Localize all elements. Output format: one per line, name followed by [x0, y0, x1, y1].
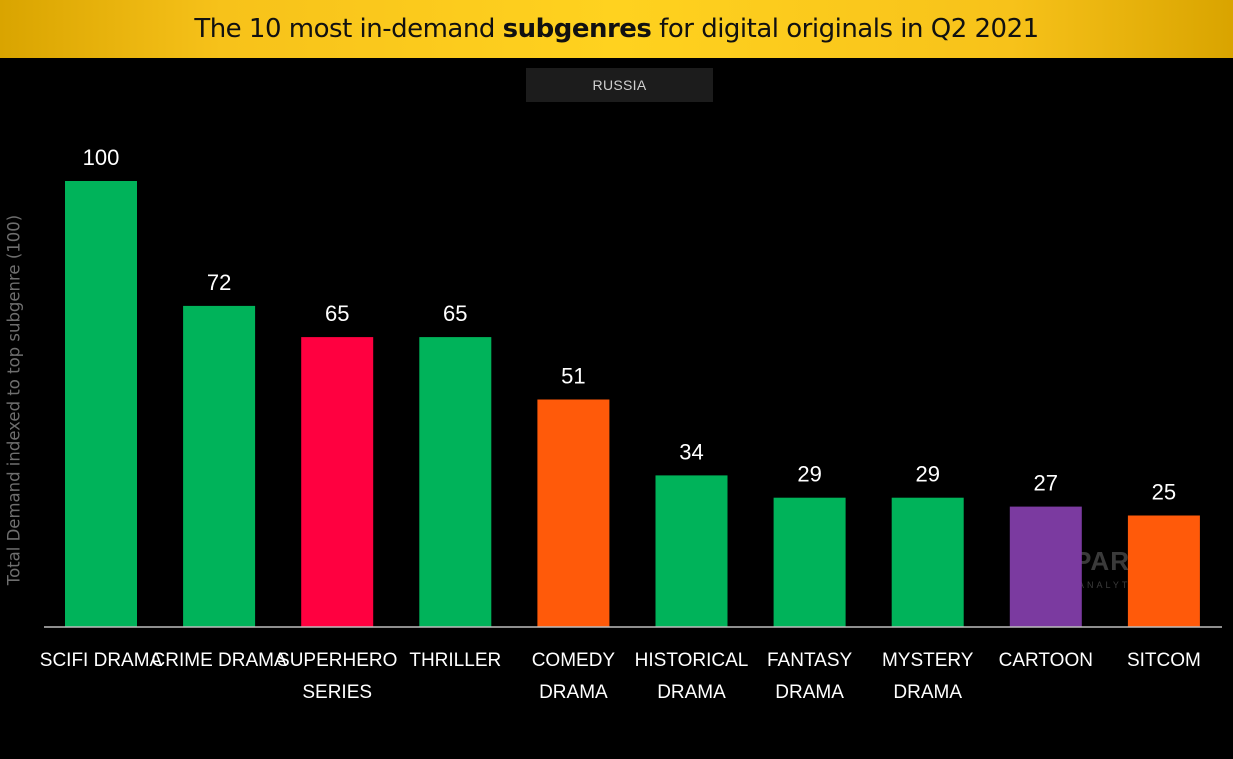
- bar-value-label: 65: [325, 301, 349, 326]
- category-tick-label: CRIME DRAMA: [152, 650, 287, 671]
- watermark-sub: ANALYTICS: [1078, 580, 1155, 590]
- bar: [65, 181, 137, 627]
- category-tick-label: COMEDY: [532, 650, 616, 671]
- bar: [301, 337, 374, 627]
- bar-value-label: 51: [561, 364, 585, 389]
- chart-title: The 10 most in-demand subgenres for digi…: [194, 14, 1039, 44]
- bar: [419, 337, 492, 627]
- bar: [1127, 515, 1200, 627]
- bar-value-label: 29: [797, 462, 821, 487]
- bar-value-label: 100: [83, 145, 120, 170]
- category-tick-label: DRAMA: [775, 682, 844, 703]
- bar: [183, 305, 256, 627]
- category-tick-label: CARTOON: [999, 650, 1093, 671]
- category-tick-label: SCIFI DRAMA: [40, 650, 163, 671]
- category-tick-label: DRAMA: [893, 682, 962, 703]
- category-tick-label: FANTASY: [767, 650, 852, 671]
- category-tick-label: DRAMA: [539, 682, 608, 703]
- category-tick-label: SITCOM: [1127, 650, 1201, 671]
- bar-value-label: 29: [915, 462, 939, 487]
- title-bar: The 10 most in-demand subgenres for digi…: [0, 0, 1233, 58]
- bar-value-label: 72: [207, 270, 231, 295]
- bar-value-label: 25: [1152, 480, 1176, 505]
- chart-title-emphasis: subgenres: [502, 14, 652, 44]
- chart-title-prefix: The 10 most in-demand: [194, 14, 503, 44]
- chart-title-suffix: for digital originals in Q2 2021: [651, 14, 1039, 44]
- bar: [773, 497, 846, 627]
- category-tick-label: THRILLER: [409, 650, 501, 671]
- bar: [1009, 506, 1082, 627]
- category-tick-label: HISTORICAL: [635, 650, 749, 671]
- bar-value-label: 34: [679, 439, 703, 464]
- bar: [891, 497, 964, 627]
- category-tick-label: MYSTERY: [882, 650, 974, 671]
- bar: [655, 475, 728, 627]
- category-tick-label: SUPERHERO: [277, 650, 397, 671]
- category-tick-label: DRAMA: [657, 682, 726, 703]
- category-tick-label: SERIES: [302, 682, 372, 703]
- region-tab[interactable]: RUSSIA: [526, 68, 713, 102]
- bar-value-label: 27: [1034, 471, 1058, 496]
- bar-value-label: 65: [443, 301, 467, 326]
- bar: [537, 399, 610, 627]
